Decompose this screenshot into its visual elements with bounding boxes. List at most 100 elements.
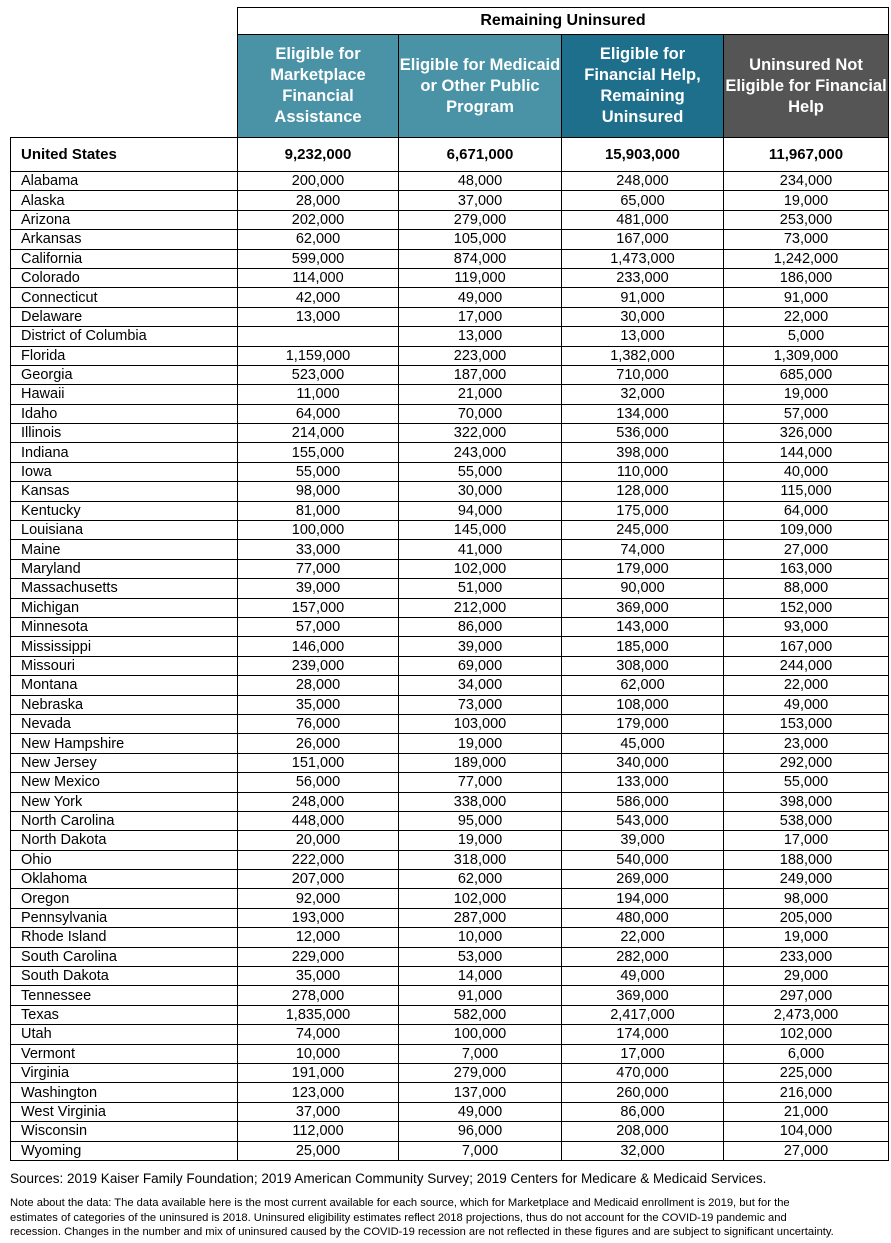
table-row: Wyoming 25,000 7,000 32,000 27,000 — [10, 1140, 889, 1161]
financial-help-remaining-value: 185,000 — [561, 636, 724, 657]
medicaid-value: 105,000 — [398, 229, 562, 250]
medicaid-value: 19,000 — [398, 733, 562, 754]
financial-help-remaining-value: 13,000 — [561, 326, 724, 347]
total-medicaid: 6,671,000 — [398, 137, 562, 172]
note-line: recession. Changes in the number and mix… — [10, 1226, 834, 1238]
financial-help-remaining-value: 65,000 — [561, 190, 724, 211]
marketplace-value: 35,000 — [237, 966, 399, 987]
financial-help-remaining-value: 22,000 — [561, 927, 724, 948]
not-eligible-value: 104,000 — [723, 1121, 889, 1142]
table-row: Washington 123,000 137,000 260,000 216,000 — [10, 1082, 889, 1103]
not-eligible-value: 91,000 — [723, 287, 889, 308]
medicaid-value: 279,000 — [398, 209, 562, 231]
marketplace-value: 278,000 — [237, 985, 399, 1006]
financial-help-remaining-value: 369,000 — [561, 597, 724, 618]
table-row: Colorado 114,000 119,000 233,000 186,000 — [10, 267, 889, 289]
state-name: Nevada — [10, 713, 238, 735]
marketplace-value: 599,000 — [237, 248, 399, 269]
financial-help-remaining-value: 480,000 — [561, 907, 724, 929]
medicaid-value: 96,000 — [398, 1121, 562, 1142]
state-name: Wisconsin — [10, 1121, 238, 1142]
medicaid-value: 30,000 — [398, 481, 562, 502]
state-name: New Mexico — [10, 772, 238, 793]
state-name: Massachusetts — [10, 578, 238, 599]
table-row: Kansas 98,000 30,000 128,000 115,000 — [10, 481, 889, 502]
state-name: Oklahoma — [10, 869, 238, 890]
not-eligible-value: 292,000 — [723, 752, 889, 774]
marketplace-value: 77,000 — [237, 558, 399, 580]
not-eligible-value: 249,000 — [723, 869, 889, 890]
medicaid-value: 19,000 — [398, 830, 562, 851]
table-row: California 599,000 874,000 1,473,000 1,242,0… — [10, 248, 889, 269]
financial-help-remaining-value: 1,473,000 — [561, 248, 724, 269]
state-name: Wyoming — [10, 1140, 238, 1161]
not-eligible-value: 93,000 — [723, 616, 889, 638]
not-eligible-value: 205,000 — [723, 907, 889, 929]
not-eligible-value: 40,000 — [723, 461, 889, 483]
table-row: Iowa 55,000 55,000 110,000 40,000 — [10, 461, 889, 483]
state-name: Oregon — [10, 888, 238, 909]
financial-help-remaining-value: 30,000 — [561, 306, 724, 328]
not-eligible-value: 19,000 — [723, 927, 889, 948]
medicaid-value: 322,000 — [398, 423, 562, 444]
medicaid-value: 73,000 — [398, 694, 562, 715]
marketplace-value: 229,000 — [237, 946, 399, 968]
not-eligible-value: 225,000 — [723, 1062, 889, 1084]
state-name: Vermont — [10, 1043, 238, 1064]
medicaid-value: 318,000 — [398, 849, 562, 871]
marketplace-value: 448,000 — [237, 810, 399, 832]
medicaid-value: 582,000 — [398, 1004, 562, 1026]
table-row: Wisconsin 112,000 96,000 208,000 104,000 — [10, 1121, 889, 1142]
medicaid-value: 102,000 — [398, 888, 562, 909]
state-name: West Virginia — [10, 1101, 238, 1123]
state-name: Kansas — [10, 481, 238, 502]
sources-text: Sources: 2019 Kaiser Family Foundation; … — [10, 1171, 767, 1186]
marketplace-value: 42,000 — [237, 287, 399, 308]
financial-help-remaining-value: 260,000 — [561, 1082, 724, 1103]
not-eligible-value: 188,000 — [723, 849, 889, 871]
medicaid-value: 212,000 — [398, 597, 562, 618]
financial-help-remaining-value: 269,000 — [561, 869, 724, 890]
not-eligible-value: 538,000 — [723, 810, 889, 832]
table-row: New Jersey 151,000 189,000 340,000 292,000 — [10, 752, 889, 774]
financial-help-remaining-value: 208,000 — [561, 1121, 724, 1142]
financial-help-remaining-value: 586,000 — [561, 791, 724, 812]
medicaid-value: 7,000 — [398, 1043, 562, 1064]
marketplace-value: 248,000 — [237, 791, 399, 812]
table-row: North Dakota 20,000 19,000 39,000 17,000 — [10, 830, 889, 851]
financial-help-remaining-value: 248,000 — [561, 170, 724, 192]
table-row: South Dakota 35,000 14,000 49,000 29,000 — [10, 966, 889, 987]
state-name: South Dakota — [10, 966, 238, 987]
financial-help-remaining-value: 540,000 — [561, 849, 724, 871]
financial-help-remaining-value: 398,000 — [561, 442, 724, 463]
table-row: Louisiana 100,000 145,000 245,000 109,000 — [10, 520, 889, 541]
not-eligible-value: 163,000 — [723, 558, 889, 580]
table-row: Ohio 222,000 318,000 540,000 188,000 — [10, 849, 889, 871]
financial-help-remaining-value: 308,000 — [561, 655, 724, 677]
total-not-eligible: 11,967,000 — [723, 137, 889, 172]
medicaid-value: 10,000 — [398, 927, 562, 948]
financial-help-remaining-value: 62,000 — [561, 675, 724, 696]
table-row: Utah 74,000 100,000 174,000 102,000 — [10, 1024, 889, 1045]
table-row: Kentucky 81,000 94,000 175,000 64,000 — [10, 500, 889, 522]
marketplace-value: 155,000 — [237, 442, 399, 463]
financial-help-remaining-value: 32,000 — [561, 384, 724, 405]
column-header-not-eligible: Uninsured Not Eligible for Financial Hel… — [723, 34, 889, 138]
state-name: Arizona — [10, 209, 238, 231]
note-line: Note about the data: The data available … — [10, 1197, 790, 1209]
medicaid-value: 49,000 — [398, 1101, 562, 1123]
state-name: Nebraska — [10, 694, 238, 715]
not-eligible-value: 27,000 — [723, 1140, 889, 1161]
state-name: Delaware — [10, 306, 238, 328]
not-eligible-value: 29,000 — [723, 966, 889, 987]
state-name: Missouri — [10, 655, 238, 677]
table-row: Minnesota 57,000 86,000 143,000 93,000 — [10, 616, 889, 638]
marketplace-value: 214,000 — [237, 423, 399, 444]
financial-help-remaining-value: 91,000 — [561, 287, 724, 308]
marketplace-value: 57,000 — [237, 616, 399, 638]
medicaid-value: 287,000 — [398, 907, 562, 929]
state-name: New York — [10, 791, 238, 812]
table-row: Massachusetts 39,000 51,000 90,000 88,000 — [10, 578, 889, 599]
financial-help-remaining-value: 175,000 — [561, 500, 724, 522]
marketplace-value: 222,000 — [237, 849, 399, 871]
